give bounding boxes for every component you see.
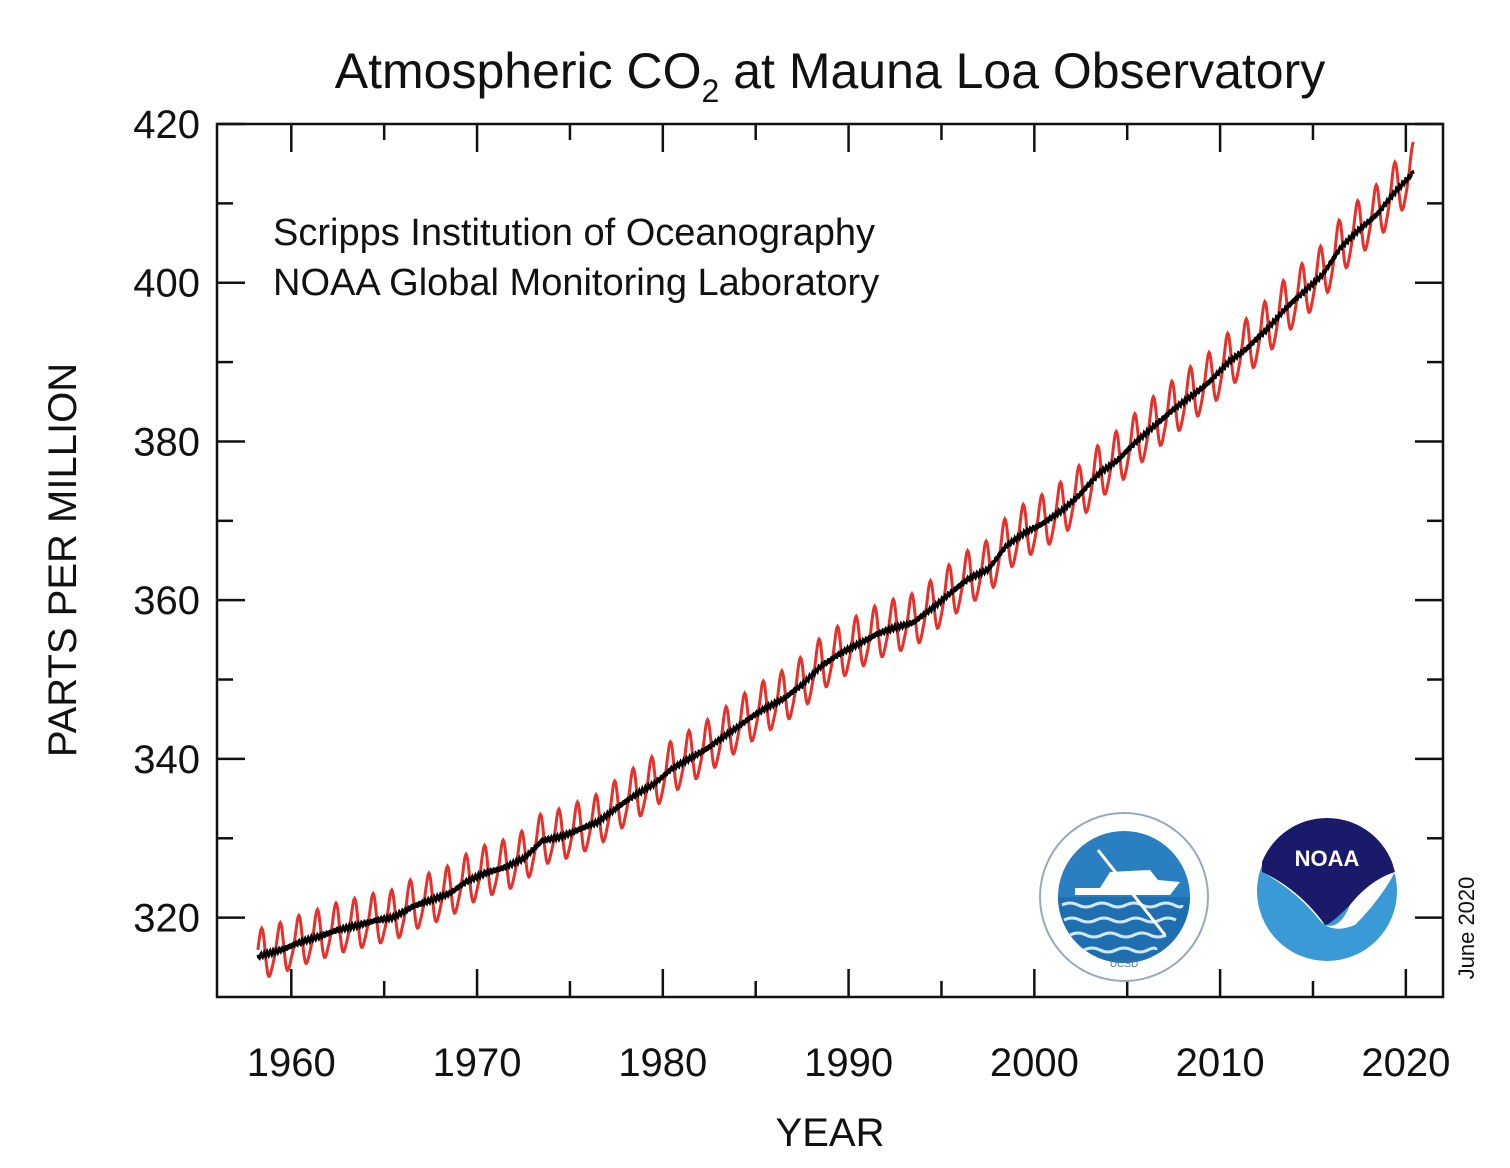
- x-tick-label: 1960: [247, 1041, 336, 1085]
- x-tick-label: 2010: [1176, 1041, 1265, 1085]
- x-tick-label: 1990: [804, 1041, 893, 1085]
- noaa-logo: NOAA: [1243, 807, 1411, 975]
- annotation-scripps: Scripps Institution of Oceanography: [273, 212, 875, 254]
- x-tick-label: 1980: [618, 1041, 707, 1085]
- y-tick-label: 400: [133, 262, 200, 306]
- svg-text:NOAA: NOAA: [1295, 846, 1360, 871]
- y-tick-label: 380: [133, 420, 200, 464]
- date-label: June 2020: [1454, 877, 1479, 980]
- x-axis-label: YEAR: [776, 1111, 885, 1155]
- axis-ticks: [217, 122, 1443, 997]
- y-tick-label: 420: [133, 103, 200, 147]
- svg-text:UCSD: UCSD: [1110, 959, 1138, 970]
- chart-title: Atmospheric CO2 at Mauna Loa Observatory: [335, 43, 1325, 109]
- y-tick-label: 340: [133, 738, 200, 782]
- x-tick-label: 2020: [1361, 1041, 1450, 1085]
- trend-co2-line: [256, 169, 1415, 962]
- y-axis-label: PARTS PER MILLION: [41, 363, 85, 757]
- x-tick-labels: 1960 1970 1980 1990 2000 2010 2020: [247, 1041, 1451, 1085]
- y-tick-labels: 320 340 360 380 400 420: [133, 103, 200, 941]
- y-tick-label: 320: [133, 897, 200, 941]
- scripps-logo: UCSD: [1039, 812, 1209, 982]
- x-tick-label: 1970: [433, 1041, 522, 1085]
- y-tick-label: 360: [133, 579, 200, 623]
- x-tick-label: 2000: [990, 1041, 1079, 1085]
- annotation-noaa: NOAA Global Monitoring Laboratory: [273, 262, 879, 304]
- monthly-co2-line: [256, 141, 1415, 978]
- plot-frame: [215, 122, 1445, 999]
